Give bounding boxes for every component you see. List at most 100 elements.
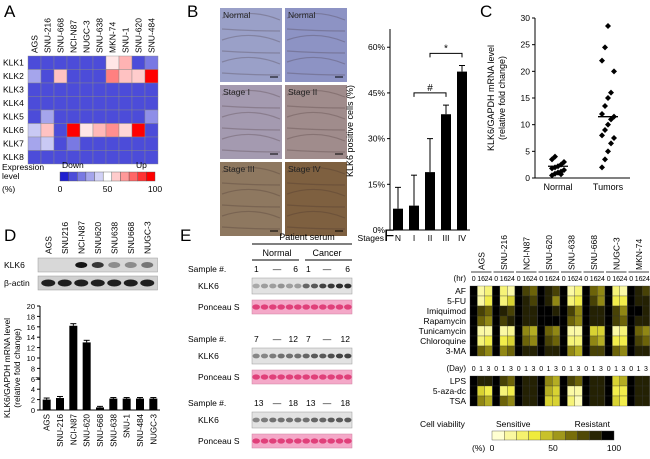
y-tick-label: 10 xyxy=(27,354,35,363)
heatmap-cell xyxy=(92,55,107,70)
viability-cell xyxy=(582,335,591,347)
y-tick-label: 10 xyxy=(521,120,531,130)
viability-cell xyxy=(507,335,515,347)
ihc-texture xyxy=(286,226,346,230)
blot-band xyxy=(302,417,310,423)
blot-lane-label: SNU668 xyxy=(126,222,136,254)
viability-cell xyxy=(642,395,650,407)
time-point-label: 0 xyxy=(562,276,566,283)
legend-swatch xyxy=(589,430,603,441)
viability-cell xyxy=(567,315,575,327)
viability-cell xyxy=(589,305,598,317)
viability-cell xyxy=(469,325,478,337)
viability-cell xyxy=(634,305,643,317)
viability-cell xyxy=(619,335,628,347)
sample-number: 13 xyxy=(254,398,264,408)
viability-cell xyxy=(604,375,613,387)
viability-cell xyxy=(499,395,508,407)
cell-line-label: SNU-638 xyxy=(566,235,576,270)
viability-cell xyxy=(619,385,628,397)
ihc-image-grid: Normal Normal Stage I Stage II Stage III Stag… xyxy=(220,8,347,236)
time-point-label: 0 xyxy=(472,366,476,373)
viability-cell xyxy=(589,325,598,337)
viability-cell xyxy=(522,385,530,397)
heatmap-cell xyxy=(27,123,42,138)
x-tick-label: Normal xyxy=(543,182,572,192)
heatmap-cell xyxy=(53,96,68,111)
ponceau-band xyxy=(294,438,302,444)
viability-cell xyxy=(492,285,501,297)
legend-tick: 50 xyxy=(548,443,558,453)
time-point-label: 1 xyxy=(502,366,506,373)
viability-cell xyxy=(589,315,598,327)
ponceau-band xyxy=(310,374,319,380)
time-point-label: 24 xyxy=(552,276,560,283)
blot-row-label: KLK6 xyxy=(198,351,219,361)
viability-cell xyxy=(507,395,515,407)
ponceau-band xyxy=(277,304,285,310)
blot-strip xyxy=(251,411,353,429)
viability-cell xyxy=(492,335,501,347)
cell-line-label: MKN-74 xyxy=(634,239,644,270)
sample-label: Sample #. xyxy=(188,398,226,408)
y-axis-title: (relative fold change) xyxy=(12,328,22,408)
time-point-label: 0 xyxy=(539,276,543,283)
viability-cell xyxy=(552,305,560,317)
ihc-texture xyxy=(286,12,346,21)
heatmap-cell xyxy=(144,55,159,70)
legend-swatch xyxy=(564,430,578,441)
ponceau-band xyxy=(269,438,277,444)
ponceau-band xyxy=(269,304,277,310)
ihc-texture xyxy=(286,111,346,120)
heatmap-cell xyxy=(105,69,120,84)
viability-cell xyxy=(552,295,560,307)
heatmap-cell xyxy=(105,55,120,70)
heatmap-cell xyxy=(92,136,107,151)
legend-swatch xyxy=(77,171,87,182)
x-tick-label: SNU-638 xyxy=(109,413,118,446)
blot-band xyxy=(294,417,302,423)
time-point-label: 1 xyxy=(592,366,596,373)
time-point-label: 16 xyxy=(477,276,485,283)
time-point-label: 1 xyxy=(637,366,641,373)
x-tick-label: SNU-668 xyxy=(96,413,105,446)
y-tick-label: 0 xyxy=(525,173,530,183)
heatmap-cell xyxy=(66,69,81,84)
viability-cell xyxy=(589,395,598,407)
x-tick-label: SNU-1 xyxy=(123,413,132,438)
heatmap-cell xyxy=(79,69,94,84)
viability-cell xyxy=(627,375,636,387)
data-point-tumor xyxy=(599,111,605,117)
legend-swatch xyxy=(59,171,69,182)
sample-dash: — xyxy=(323,334,332,344)
heatmap-cell xyxy=(53,136,68,151)
viability-cell xyxy=(619,285,628,297)
viability-cell xyxy=(537,305,546,317)
time-point-label: 16 xyxy=(567,276,575,283)
viability-cell xyxy=(582,285,591,297)
panel-label-e: E xyxy=(180,226,192,245)
ponceau-band xyxy=(269,374,277,380)
ponceau-band xyxy=(260,374,269,380)
legend-swatch xyxy=(503,430,517,441)
viability-cell xyxy=(529,375,538,387)
ponceau-band xyxy=(319,304,327,310)
time-point-label: 24 xyxy=(597,276,605,283)
legend-tick: 0 xyxy=(490,443,495,453)
viability-cell xyxy=(514,295,523,307)
viability-cell xyxy=(642,385,650,397)
blot-band xyxy=(107,279,122,287)
ihc-image-label: Normal xyxy=(288,10,316,20)
time-point-label: 1 xyxy=(524,366,528,373)
viability-cell xyxy=(529,385,538,397)
heatmap-cell xyxy=(92,69,107,84)
viability-cell xyxy=(604,325,613,337)
time-point-label: 1 xyxy=(479,366,483,373)
viability-cell xyxy=(604,345,613,357)
treatment-label: Imiquimod xyxy=(427,306,466,316)
viability-cell xyxy=(544,335,553,347)
time-unit-day: (Day) xyxy=(446,364,466,373)
blot-band xyxy=(252,417,260,423)
treatment-label: 3-MA xyxy=(446,346,467,356)
